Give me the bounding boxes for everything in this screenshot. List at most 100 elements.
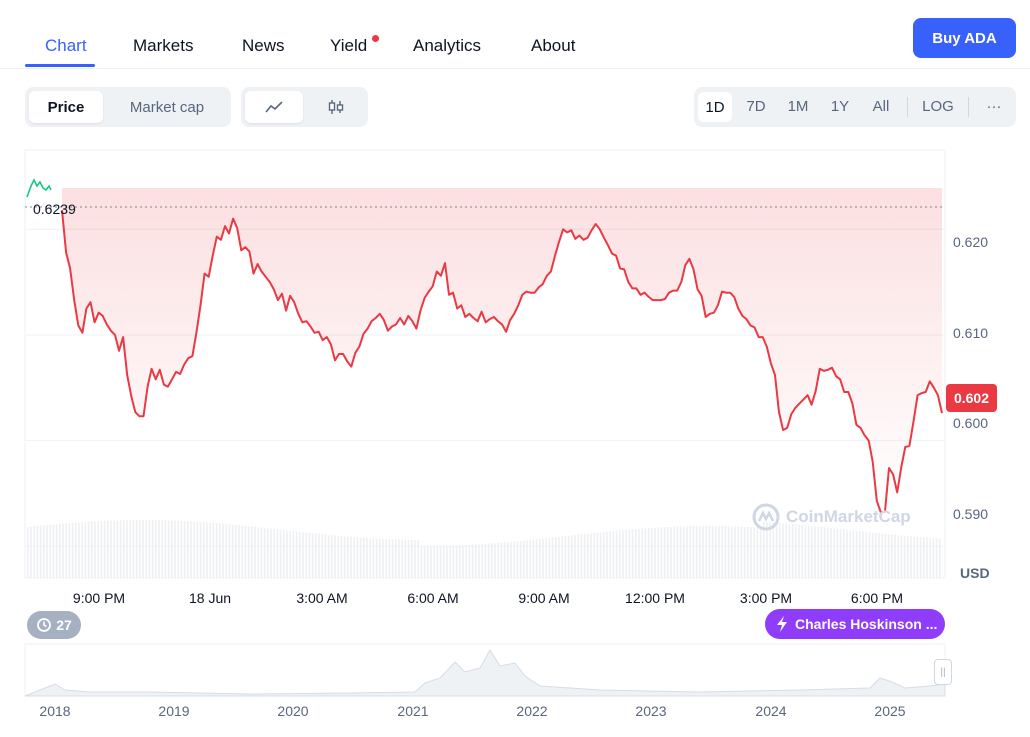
volume-bar [766,522,768,578]
volume-bar [267,528,269,578]
volume-bar [772,522,775,578]
volume-bar [804,525,807,578]
volume-bar [644,528,647,578]
volume-bar [878,533,880,578]
line-chart-button[interactable] [245,91,303,123]
volume-bar [811,526,813,578]
volume-bar [132,520,135,578]
range-7d[interactable]: 7D [746,97,766,115]
volume-bar [567,535,570,578]
volume-bar [273,529,275,578]
volume-bar [295,531,298,578]
log-toggle[interactable]: LOG [922,97,954,115]
x-tick-label: 9:00 PM [72,590,126,606]
volume-bars [27,520,941,578]
volume-bar [331,535,333,578]
tab-markets[interactable]: Markets [133,36,194,55]
tab-about[interactable]: About [531,36,576,55]
notification-dot [372,35,379,42]
volume-bar [785,523,787,578]
volume-bar [830,528,832,578]
range-1d[interactable]: 1D [698,92,732,122]
volume-bar [199,522,202,578]
volume-bar [311,533,314,578]
volume-bar [481,544,483,578]
volume-bar [791,524,794,578]
volume-bar [180,520,183,578]
range-1y[interactable]: 1Y [830,97,850,115]
volume-bar [692,526,695,578]
volume-bar [369,538,371,578]
volume-bar [407,539,410,578]
volume-bar [532,539,535,578]
volume-bar [516,541,519,578]
volume-bar [203,522,205,578]
volume-bar [609,531,611,578]
x-tick-label: 18 Jun [188,590,232,606]
volume-bar [353,537,355,578]
more-options-button[interactable]: ··· [986,97,1002,115]
volume-bar [395,539,397,578]
volume-bar [775,522,778,578]
watermark: CoinMarketCap [752,503,911,531]
volume-bar [548,537,551,578]
navigator-drag-handle[interactable]: || [934,659,952,685]
volume-bar [315,533,317,578]
tab-chart[interactable]: Chart [45,36,87,55]
buy-ada-button[interactable]: Buy ADA [913,18,1016,58]
events-count-badge[interactable]: 27 [27,611,81,639]
x-tick-label: 6:00 AM [407,590,459,606]
volume-bar [359,537,362,578]
market-cap-tab[interactable]: Market cap [129,98,205,116]
range-all[interactable]: All [872,97,890,115]
volume-bar [887,534,890,578]
volume-bar [391,539,394,578]
volume-bar [657,527,659,578]
volume-bar [94,521,96,578]
volume-bar [196,521,199,578]
volume-bar [919,537,922,578]
volume-bar [145,520,147,578]
price-tab[interactable]: Price [29,91,103,123]
volume-bar [46,525,48,578]
volume-bar [577,534,579,578]
volume-bar [910,536,912,578]
volume-bar [711,526,714,578]
volume-bar [126,520,128,578]
volume-bar [231,524,234,578]
volume-bar [36,526,39,578]
tab-analytics[interactable]: Analytics [413,36,482,55]
volume-bar [350,536,352,578]
volume-bar [337,535,339,578]
volume-bar [705,526,707,578]
volume-bar [606,531,608,578]
tab-yield[interactable]: Yield [330,36,368,55]
volume-bar [727,526,730,578]
volume-bar [769,522,771,578]
volume-bar [455,545,458,578]
news-event-label: Charles Hoskinson ... [795,616,938,632]
range-1m[interactable]: 1M [787,97,809,115]
volume-bar [500,542,503,578]
volume-bar [535,539,538,578]
volume-bar [903,535,906,578]
candlestick-button[interactable] [307,91,365,123]
volume-bar [423,546,426,578]
news-event-pill[interactable]: Charles Hoskinson ... [765,609,945,639]
volume-bar [244,525,247,578]
volume-bar [433,545,435,578]
volume-bar [452,545,455,578]
year-label: 2021 [397,703,429,719]
volume-bar [439,545,442,578]
volume-bar [670,526,672,578]
events-count: 27 [56,617,72,633]
volume-bar [782,523,784,578]
tab-news[interactable]: News [242,36,285,55]
volume-bar [39,525,42,578]
volume-bar [414,539,416,578]
year-label: 2019 [158,703,190,719]
volume-bar [379,538,381,578]
volume-bar [571,535,573,578]
volume-bar [107,520,109,578]
